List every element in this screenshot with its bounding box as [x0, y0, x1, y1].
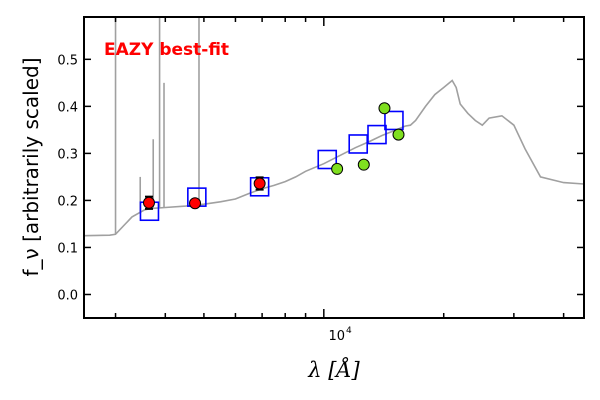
y-tick-label: 0.0: [57, 288, 78, 303]
observed-point: [392, 128, 405, 141]
plot-area: [83, 17, 585, 237]
observed-point: [331, 162, 344, 175]
x-tick-label-exponent: 4: [346, 326, 352, 336]
model-flux-square: [367, 124, 387, 145]
observed-point: [378, 102, 391, 115]
x-tick-label-base: 10: [328, 329, 345, 344]
y-tick-label: 0.1: [57, 241, 78, 256]
observed-point: [189, 197, 202, 210]
axes-frame: [83, 16, 585, 319]
y-tick-label: 0.5: [57, 53, 78, 68]
y-axis-label: f_ν [arbitrarily scaled]: [19, 58, 43, 277]
observed-point: [253, 177, 266, 190]
y-tick-label: 0.3: [57, 147, 78, 162]
model-flux-square: [317, 149, 338, 170]
chart-title: EAZY best-fit: [104, 40, 229, 60]
y-tick-label: 0.2: [57, 194, 78, 209]
model-flux-square: [384, 110, 404, 131]
observed-point: [357, 158, 370, 171]
axis-ticks: [84, 17, 584, 318]
x-axis-label: λ [Å]: [307, 357, 360, 382]
tick-labels: 0.0 0.1 0.2 0.3 0.4 0.5: [57, 53, 78, 303]
template-spectrum-line: [83, 79, 585, 237]
y-tick-label: 0.4: [57, 100, 78, 115]
observed-point: [142, 196, 155, 209]
